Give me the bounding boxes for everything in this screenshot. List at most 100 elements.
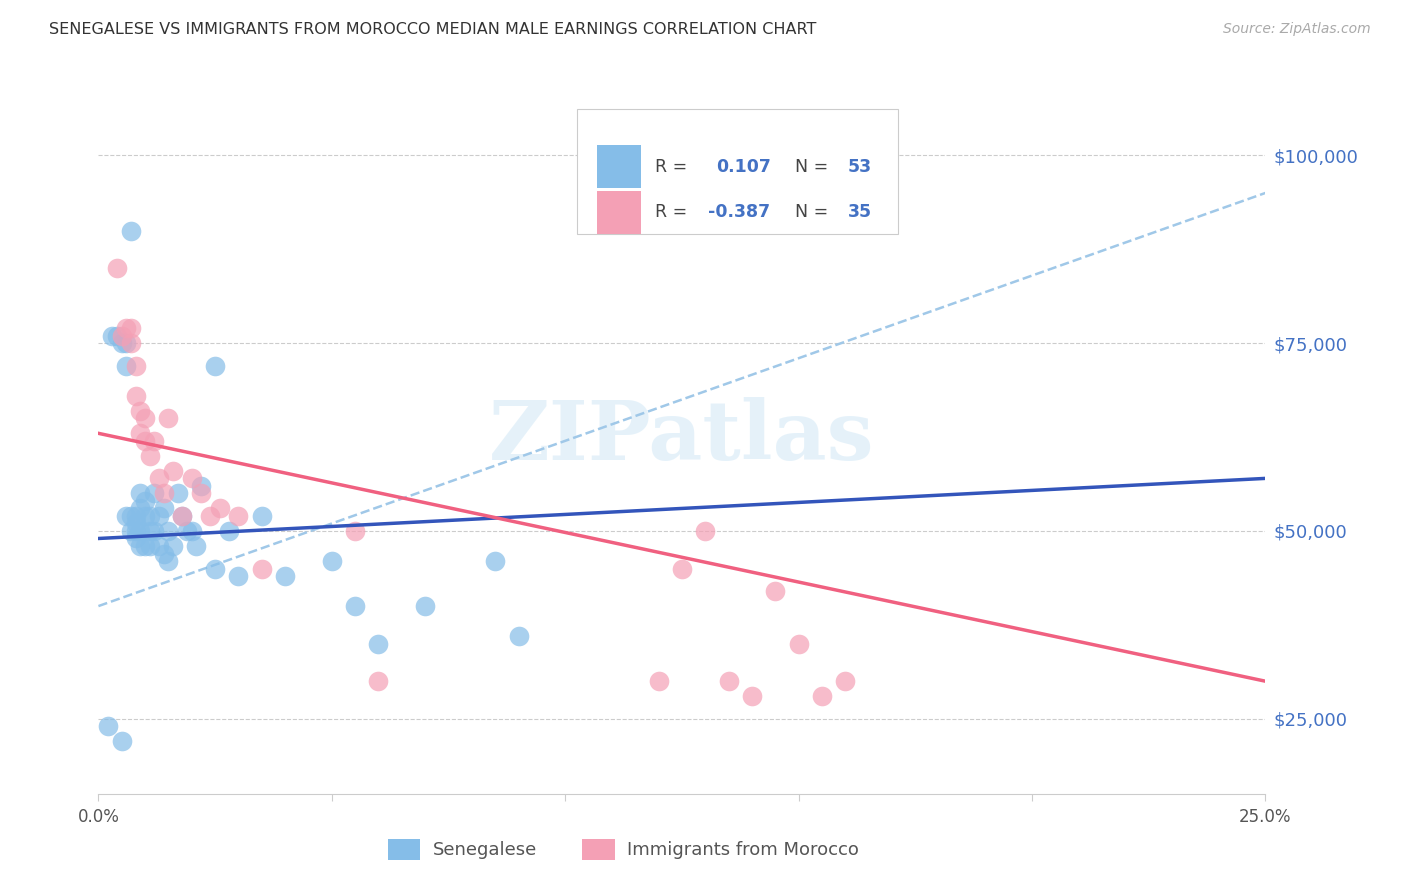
Point <box>204 561 226 575</box>
Point <box>125 508 148 523</box>
Point <box>741 690 763 704</box>
Point <box>172 508 194 523</box>
Point <box>152 547 174 561</box>
Text: 0.107: 0.107 <box>716 158 770 176</box>
Point <box>190 479 212 493</box>
Point <box>367 637 389 651</box>
Point <box>120 508 142 523</box>
Point <box>139 539 162 553</box>
Point <box>111 336 134 351</box>
FancyBboxPatch shape <box>596 191 641 234</box>
Point <box>134 539 156 553</box>
Point <box>129 404 152 418</box>
Point <box>125 359 148 373</box>
Point <box>166 486 188 500</box>
Point <box>134 434 156 448</box>
Point <box>101 328 124 343</box>
Text: ZIPatlas: ZIPatlas <box>489 397 875 477</box>
Point <box>134 494 156 508</box>
Point <box>157 524 180 538</box>
Point <box>105 328 128 343</box>
Point <box>180 524 202 538</box>
Point <box>162 539 184 553</box>
Point <box>508 629 530 643</box>
Point <box>148 539 170 553</box>
Point <box>250 561 273 575</box>
Text: N =: N = <box>796 158 828 176</box>
Point <box>671 561 693 575</box>
Point <box>367 674 389 689</box>
Point <box>111 328 134 343</box>
Point <box>218 524 240 538</box>
Point <box>115 336 138 351</box>
Point <box>97 719 120 733</box>
Point <box>125 532 148 546</box>
Point <box>129 426 152 441</box>
Point <box>105 261 128 276</box>
Point <box>143 524 166 538</box>
Point <box>647 674 669 689</box>
Point <box>148 508 170 523</box>
Point <box>228 508 250 523</box>
Point <box>111 734 134 748</box>
Point <box>148 471 170 485</box>
Text: 35: 35 <box>848 203 872 221</box>
Point <box>129 501 152 516</box>
Point <box>208 501 231 516</box>
Point <box>134 411 156 425</box>
Point <box>274 569 297 583</box>
Point <box>200 508 222 523</box>
Point <box>250 508 273 523</box>
Point <box>695 524 717 538</box>
Point <box>129 524 152 538</box>
Point <box>717 674 740 689</box>
Point <box>143 434 166 448</box>
Point <box>834 674 856 689</box>
Point <box>157 411 180 425</box>
Point <box>180 471 202 485</box>
Point <box>120 321 142 335</box>
Point <box>321 554 343 568</box>
Point <box>811 690 834 704</box>
Point <box>484 554 506 568</box>
Point <box>204 359 226 373</box>
Point <box>152 486 174 500</box>
Point <box>134 508 156 523</box>
Text: SENEGALESE VS IMMIGRANTS FROM MOROCCO MEDIAN MALE EARNINGS CORRELATION CHART: SENEGALESE VS IMMIGRANTS FROM MOROCCO ME… <box>49 22 817 37</box>
Point <box>413 599 436 613</box>
Point <box>125 389 148 403</box>
Point <box>186 539 208 553</box>
FancyBboxPatch shape <box>596 145 641 188</box>
Text: 53: 53 <box>848 158 872 176</box>
Point <box>120 524 142 538</box>
Point <box>554 862 576 876</box>
Text: -0.387: -0.387 <box>707 203 769 221</box>
Text: R =: R = <box>655 203 688 221</box>
Point <box>120 336 142 351</box>
Point <box>172 508 194 523</box>
Point <box>787 637 810 651</box>
Point <box>115 321 138 335</box>
Point <box>139 524 162 538</box>
Point <box>157 554 180 568</box>
Legend: Senegalese, Immigrants from Morocco: Senegalese, Immigrants from Morocco <box>381 831 866 867</box>
Point <box>115 508 138 523</box>
Point <box>125 524 148 538</box>
Point <box>162 464 184 478</box>
Point <box>125 516 148 531</box>
Point <box>344 599 367 613</box>
Point <box>190 486 212 500</box>
Text: Source: ZipAtlas.com: Source: ZipAtlas.com <box>1223 22 1371 37</box>
Point <box>139 449 162 463</box>
FancyBboxPatch shape <box>576 109 898 234</box>
Point <box>115 359 138 373</box>
Text: N =: N = <box>796 203 828 221</box>
Point <box>763 584 786 599</box>
Point <box>152 501 174 516</box>
Point <box>143 486 166 500</box>
Point <box>129 486 152 500</box>
Point <box>120 223 142 237</box>
Point <box>139 508 162 523</box>
Point <box>228 569 250 583</box>
Point <box>129 539 152 553</box>
